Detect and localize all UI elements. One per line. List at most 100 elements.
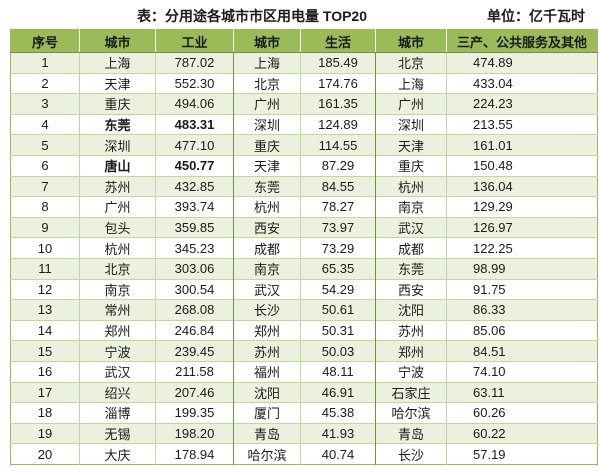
table-row: 14 郑州 246.84 郑州 50.31 苏州 85.06 <box>10 319 598 341</box>
industry-value-cell: 787.02 <box>155 52 234 74</box>
industry-value-cell: 246.84 <box>155 319 234 341</box>
data-table: 序号 城市 工业 城市 生活 城市 三产、公共服务及其他 1 上海 787.02 上海… <box>10 29 598 465</box>
tertiary-value-cell: 433.04 <box>446 72 598 94</box>
tertiary-city-cell: 上海 <box>375 72 447 94</box>
table-row: 12 南京 300.54 武汉 54.29 西安 91.75 <box>10 278 598 300</box>
tertiary-city-cell: 哈尔滨 <box>375 402 447 424</box>
industry-city-cell: 北京 <box>79 257 156 280</box>
table-row: 16 武汉 211.58 福州 48.11 宁波 74.10 <box>10 360 598 382</box>
header-industry: 工业 <box>155 29 234 53</box>
industry-value-cell: 432.85 <box>155 175 234 197</box>
header-residential-city: 城市 <box>233 29 301 53</box>
rank-cell: 17 <box>10 381 80 403</box>
residential-city-cell: 北京 <box>233 72 301 94</box>
industry-city-cell: 深圳 <box>79 134 156 156</box>
industry-city-cell: 郑州 <box>79 319 156 341</box>
tertiary-city-cell: 南京 <box>375 196 447 218</box>
table-row: 10 杭州 345.23 成都 73.29 成都 122.25 <box>10 237 598 259</box>
table-row: 15 宁波 239.45 苏州 50.03 郑州 84.51 <box>10 340 598 362</box>
residential-value-cell: 40.74 <box>300 443 376 465</box>
rank-cell: 12 <box>10 278 80 300</box>
header-tertiary-city: 城市 <box>375 29 447 53</box>
residential-value-cell: 45.38 <box>300 402 376 424</box>
industry-city-cell: 唐山 <box>79 154 156 177</box>
table-row: 8 广州 393.74 杭州 78.27 南京 129.29 <box>10 196 598 218</box>
tertiary-value-cell: 224.23 <box>446 93 598 115</box>
industry-city-cell: 杭州 <box>79 237 156 259</box>
tertiary-city-cell: 石家庄 <box>375 381 447 403</box>
industry-city-cell: 南京 <box>79 278 156 300</box>
residential-value-cell: 84.55 <box>300 175 376 197</box>
rank-cell: 15 <box>10 340 80 362</box>
header-industry-city: 城市 <box>79 29 156 53</box>
residential-city-cell: 重庆 <box>233 134 301 156</box>
tertiary-value-cell: 84.51 <box>446 340 598 362</box>
residential-city-cell: 郑州 <box>233 319 301 341</box>
tertiary-value-cell: 60.22 <box>446 422 598 444</box>
tertiary-city-cell: 重庆 <box>375 154 447 177</box>
tertiary-city-cell: 深圳 <box>375 113 447 135</box>
rank-cell: 6 <box>10 154 80 177</box>
tertiary-city-cell: 武汉 <box>375 216 447 238</box>
industry-city-cell: 重庆 <box>79 93 156 115</box>
residential-value-cell: 65.35 <box>300 257 376 280</box>
residential-value-cell: 73.97 <box>300 216 376 238</box>
tertiary-value-cell: 60.26 <box>446 402 598 424</box>
tertiary-value-cell: 474.89 <box>446 52 598 74</box>
tertiary-value-cell: 213.55 <box>446 113 598 135</box>
tertiary-city-cell: 天津 <box>375 134 447 156</box>
industry-city-cell: 广州 <box>79 196 156 218</box>
unit-label: 单位：亿千瓦时 <box>487 8 585 24</box>
tertiary-value-cell: 91.75 <box>446 278 598 300</box>
table-row: 9 包头 359.85 西安 73.97 武汉 126.97 <box>10 216 598 238</box>
residential-city-cell: 福州 <box>233 360 301 382</box>
tertiary-value-cell: 150.48 <box>446 154 598 177</box>
title-bar: 表：分用途各城市市区用电量 TOP20 单位：亿千瓦时 <box>0 0 599 28</box>
residential-value-cell: 73.29 <box>300 237 376 259</box>
tertiary-city-cell: 西安 <box>375 278 447 300</box>
table-row: 1 上海 787.02 上海 185.49 北京 474.89 <box>10 52 598 74</box>
residential-value-cell: 50.61 <box>300 299 376 321</box>
tertiary-value-cell: 57.19 <box>446 443 598 465</box>
table-row: 17 绍兴 207.46 沈阳 46.91 石家庄 63.11 <box>10 381 598 403</box>
rank-cell: 13 <box>10 299 80 321</box>
industry-city-cell: 武汉 <box>79 360 156 382</box>
residential-value-cell: 185.49 <box>300 52 376 74</box>
header-residential: 生活 <box>300 29 376 53</box>
tertiary-value-cell: 161.01 <box>446 134 598 156</box>
residential-value-cell: 161.35 <box>300 93 376 115</box>
rank-cell: 19 <box>10 422 80 444</box>
tertiary-city-cell: 苏州 <box>375 319 447 341</box>
residential-value-cell: 174.76 <box>300 72 376 94</box>
rank-cell: 7 <box>10 175 80 197</box>
industry-city-cell: 淄博 <box>79 402 156 424</box>
residential-city-cell: 深圳 <box>233 113 301 135</box>
industry-value-cell: 477.10 <box>155 134 234 156</box>
industry-value-cell: 552.30 <box>155 72 234 94</box>
industry-value-cell: 268.08 <box>155 299 234 321</box>
table-row: 4 东莞 483.31 深圳 124.89 深圳 213.55 <box>10 113 598 135</box>
industry-value-cell: 207.46 <box>155 381 234 403</box>
tertiary-value-cell: 74.10 <box>446 360 598 382</box>
tertiary-value-cell: 85.06 <box>446 319 598 341</box>
tertiary-city-cell: 杭州 <box>375 175 447 197</box>
industry-value-cell: 303.06 <box>155 257 234 280</box>
residential-city-cell: 长沙 <box>233 299 301 321</box>
industry-value-cell: 450.77 <box>155 154 234 177</box>
rank-cell: 5 <box>10 134 80 156</box>
table-row: 7 苏州 432.85 东莞 84.55 杭州 136.04 <box>10 175 598 197</box>
table-body: 1 上海 787.02 上海 185.49 北京 474.89 2 天津 552.30 北京 174.… <box>10 52 598 465</box>
tertiary-city-cell: 成都 <box>375 237 447 259</box>
residential-city-cell: 成都 <box>233 237 301 259</box>
table-row: 2 天津 552.30 北京 174.76 上海 433.04 <box>10 72 598 94</box>
rank-cell: 1 <box>10 52 80 74</box>
residential-city-cell: 东莞 <box>233 175 301 197</box>
rank-cell: 3 <box>10 93 80 115</box>
residential-value-cell: 48.11 <box>300 360 376 382</box>
rank-cell: 10 <box>10 237 80 259</box>
residential-city-cell: 青岛 <box>233 422 301 444</box>
header-rank: 序号 <box>10 29 80 53</box>
industry-value-cell: 211.58 <box>155 360 234 382</box>
rank-cell: 20 <box>10 443 80 465</box>
table-header: 序号 城市 工业 城市 生活 城市 三产、公共服务及其他 <box>10 29 598 53</box>
